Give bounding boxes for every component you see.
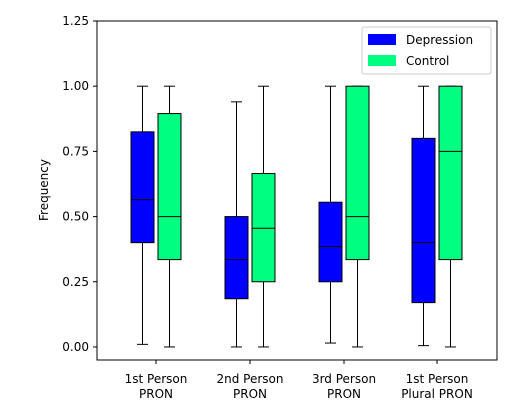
box-control-2 (345, 85, 370, 348)
plot-frame (96, 20, 498, 361)
box-iqr (157, 113, 182, 261)
x-tick-label: PRON (139, 387, 173, 401)
box-iqr (345, 85, 370, 261)
box-control-1 (251, 85, 276, 348)
x-tick-label: PRON (327, 387, 361, 401)
x-tick-label: PRON (233, 387, 267, 401)
box-control-3 (438, 85, 463, 348)
box-iqr (224, 216, 249, 300)
x-tick-label: 1st Person (125, 372, 188, 386)
box-control-0 (157, 85, 182, 348)
box-iqr (251, 173, 276, 283)
y-tick-label: 1.25 (62, 14, 89, 28)
legend-swatch (368, 34, 396, 45)
box-depression-1 (224, 101, 249, 348)
box-iqr (411, 137, 436, 304)
y-tick-label: 0.00 (62, 340, 89, 354)
x-tick-label: 2nd Person (217, 372, 284, 386)
legend-label: Control (406, 54, 449, 68)
y-axis-label: Frequency (37, 159, 51, 221)
y-tick-label: 0.25 (62, 275, 89, 289)
box-iqr (130, 131, 155, 244)
legend-swatch (368, 55, 396, 66)
box-depression-3 (411, 85, 436, 347)
x-tick-label: Plural PRON (401, 387, 473, 401)
box-depression-2 (318, 85, 343, 344)
box-iqr (318, 201, 343, 283)
y-tick-label: 1.00 (62, 79, 89, 93)
box-depression-0 (130, 85, 155, 345)
y-tick-label: 0.50 (62, 210, 89, 224)
x-tick-label: 1st Person (406, 372, 469, 386)
legend-label: Depression (406, 33, 473, 47)
legend: Depression Control (361, 26, 492, 75)
box-iqr (438, 85, 463, 261)
x-tick-label: 3rd Person (312, 372, 376, 386)
y-tick-label: 0.75 (62, 144, 89, 158)
